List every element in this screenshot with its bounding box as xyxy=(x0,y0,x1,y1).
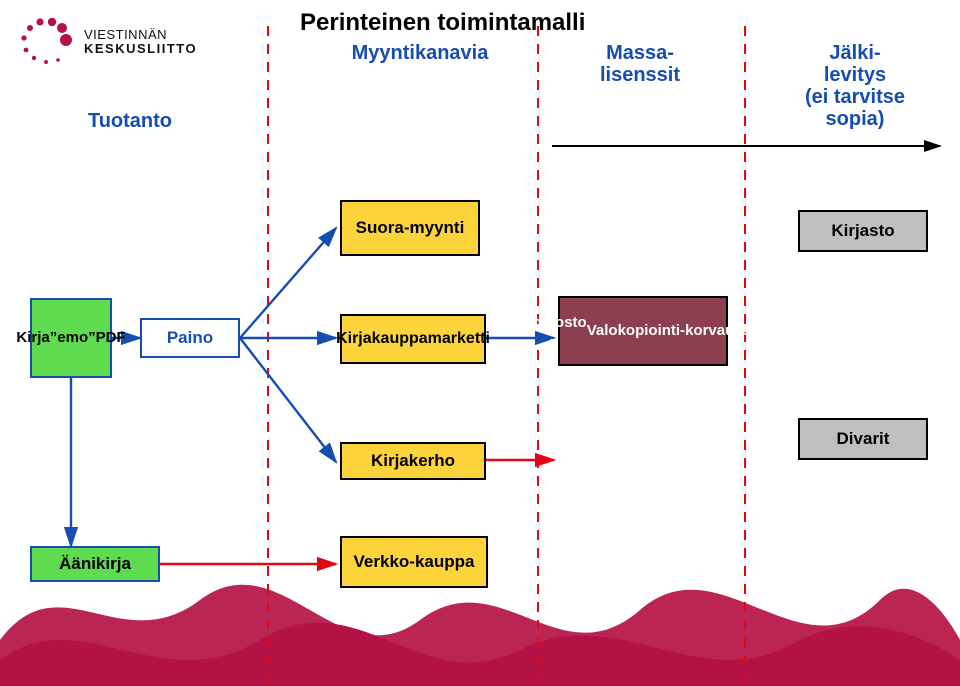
logo-line1: VIESTINNÄN xyxy=(84,28,197,42)
node-aanikirja: Äänikirja xyxy=(30,546,160,582)
logo-text: VIESTINNÄN KESKUSLIITTO xyxy=(84,28,197,57)
col-header-jalkilevitys: Jälki-levitys(ei tarvitsesopia) xyxy=(770,42,940,130)
diagram-title: Perinteinen toimintamalli xyxy=(300,10,585,36)
col-header-tuotanto: Tuotanto xyxy=(60,110,200,132)
node-kirjakerho: Kirjakerho xyxy=(340,442,486,480)
node-kirjakauppa: Kirjakauppamarketti xyxy=(340,314,486,364)
node-verkkokauppa: Verkko-kauppa xyxy=(340,536,488,588)
col-header-myyntikanavia: Myyntikanavia xyxy=(320,42,520,64)
logo-line2: KESKUSLIITTO xyxy=(84,42,197,56)
org-logo: VIESTINNÄN KESKUSLIITTO xyxy=(18,18,197,66)
logo-mark xyxy=(18,18,76,66)
node-kirja-emo-pdf: Kirja”emo”PDF xyxy=(30,298,112,378)
node-kopiosto: Kopiosto –Valokopiointi-korvaukset xyxy=(558,296,728,366)
col-header-massalisenssit: Massa-lisenssit xyxy=(560,42,720,86)
node-divarit: Divarit xyxy=(798,418,928,460)
node-suoramyynti: Suora-myynti xyxy=(340,200,480,256)
node-kirjasto: Kirjasto xyxy=(798,210,928,252)
node-paino: Paino xyxy=(140,318,240,358)
